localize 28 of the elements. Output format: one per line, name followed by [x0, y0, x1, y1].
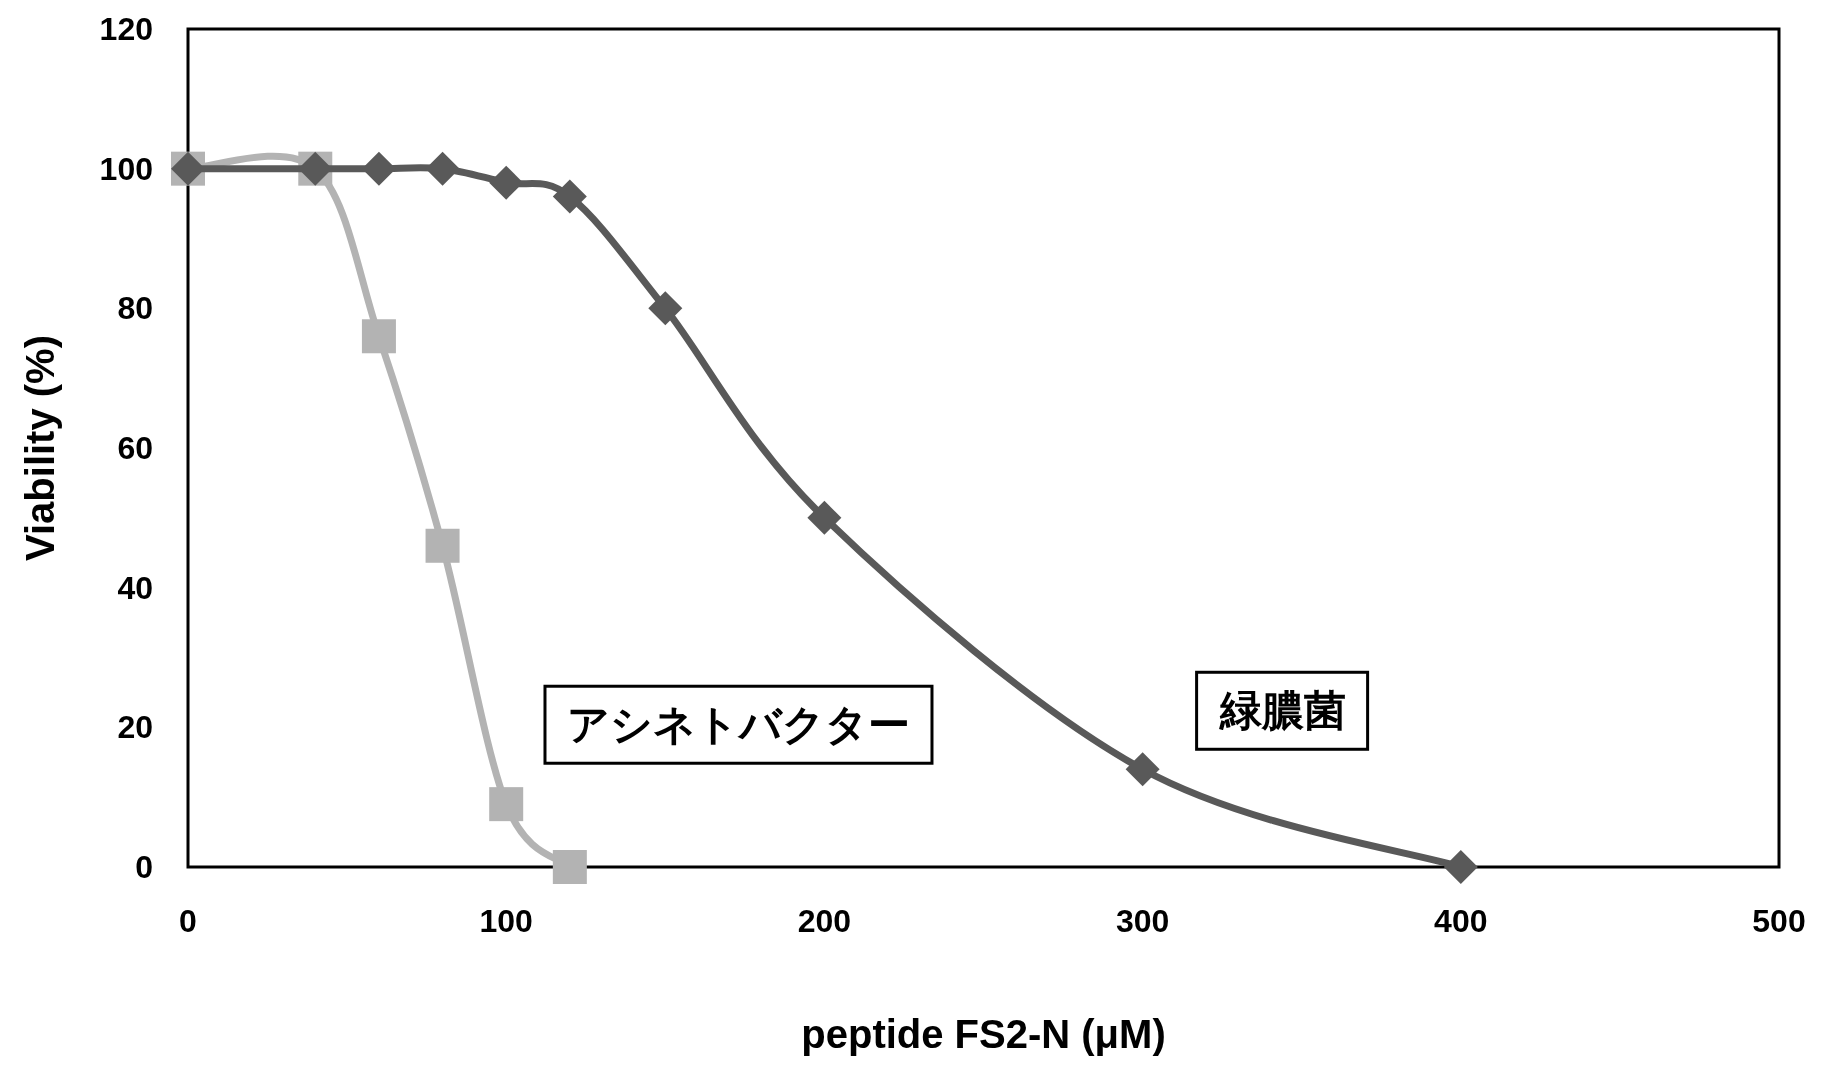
point [425, 151, 460, 186]
point [489, 165, 524, 200]
point [648, 291, 683, 326]
y-axis-title: Viability (%) [18, 335, 62, 561]
x-tick-label: 300 [1115, 903, 1170, 939]
x-tick-label: 200 [797, 903, 852, 939]
y-tick-label: 60 [117, 430, 153, 466]
y-tick-label: 100 [99, 150, 153, 187]
y-tick-label: 80 [117, 290, 153, 327]
y-tick-label: 120 [99, 11, 153, 47]
y-tick-label: 40 [117, 569, 153, 606]
point [1125, 752, 1160, 787]
x-axis-title: peptide FS2-N (μM) [801, 1012, 1166, 1056]
series-label: 緑膿菌 [1218, 686, 1346, 736]
x-tick-label: 0 [179, 903, 197, 939]
x-tick-label: 400 [1434, 903, 1488, 939]
point [425, 528, 460, 563]
y-tick-label: 0 [135, 849, 153, 885]
y-tick-label: 20 [117, 709, 153, 746]
point [361, 319, 396, 354]
point [1443, 850, 1478, 884]
point [552, 179, 587, 214]
point [489, 787, 524, 822]
point [552, 850, 587, 884]
x-tick-label: 500 [1752, 903, 1806, 939]
series-label: アシネトバクター [566, 700, 910, 750]
x-tick-label: 100 [479, 903, 533, 939]
point [807, 500, 842, 535]
